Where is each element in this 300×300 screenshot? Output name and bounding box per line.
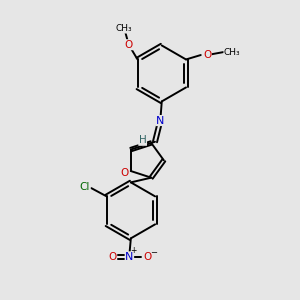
Text: −: − [151,248,158,257]
Text: Cl: Cl [80,182,90,192]
Text: +: + [130,247,136,256]
Text: O: O [109,252,117,262]
Text: O: O [120,167,128,178]
Text: O: O [143,252,152,262]
Text: H: H [139,135,146,145]
Text: O: O [203,50,211,60]
Text: N: N [156,116,164,126]
Text: CH₃: CH₃ [116,24,133,33]
Text: CH₃: CH₃ [224,48,241,57]
Text: N: N [125,252,134,262]
Text: O: O [124,40,133,50]
